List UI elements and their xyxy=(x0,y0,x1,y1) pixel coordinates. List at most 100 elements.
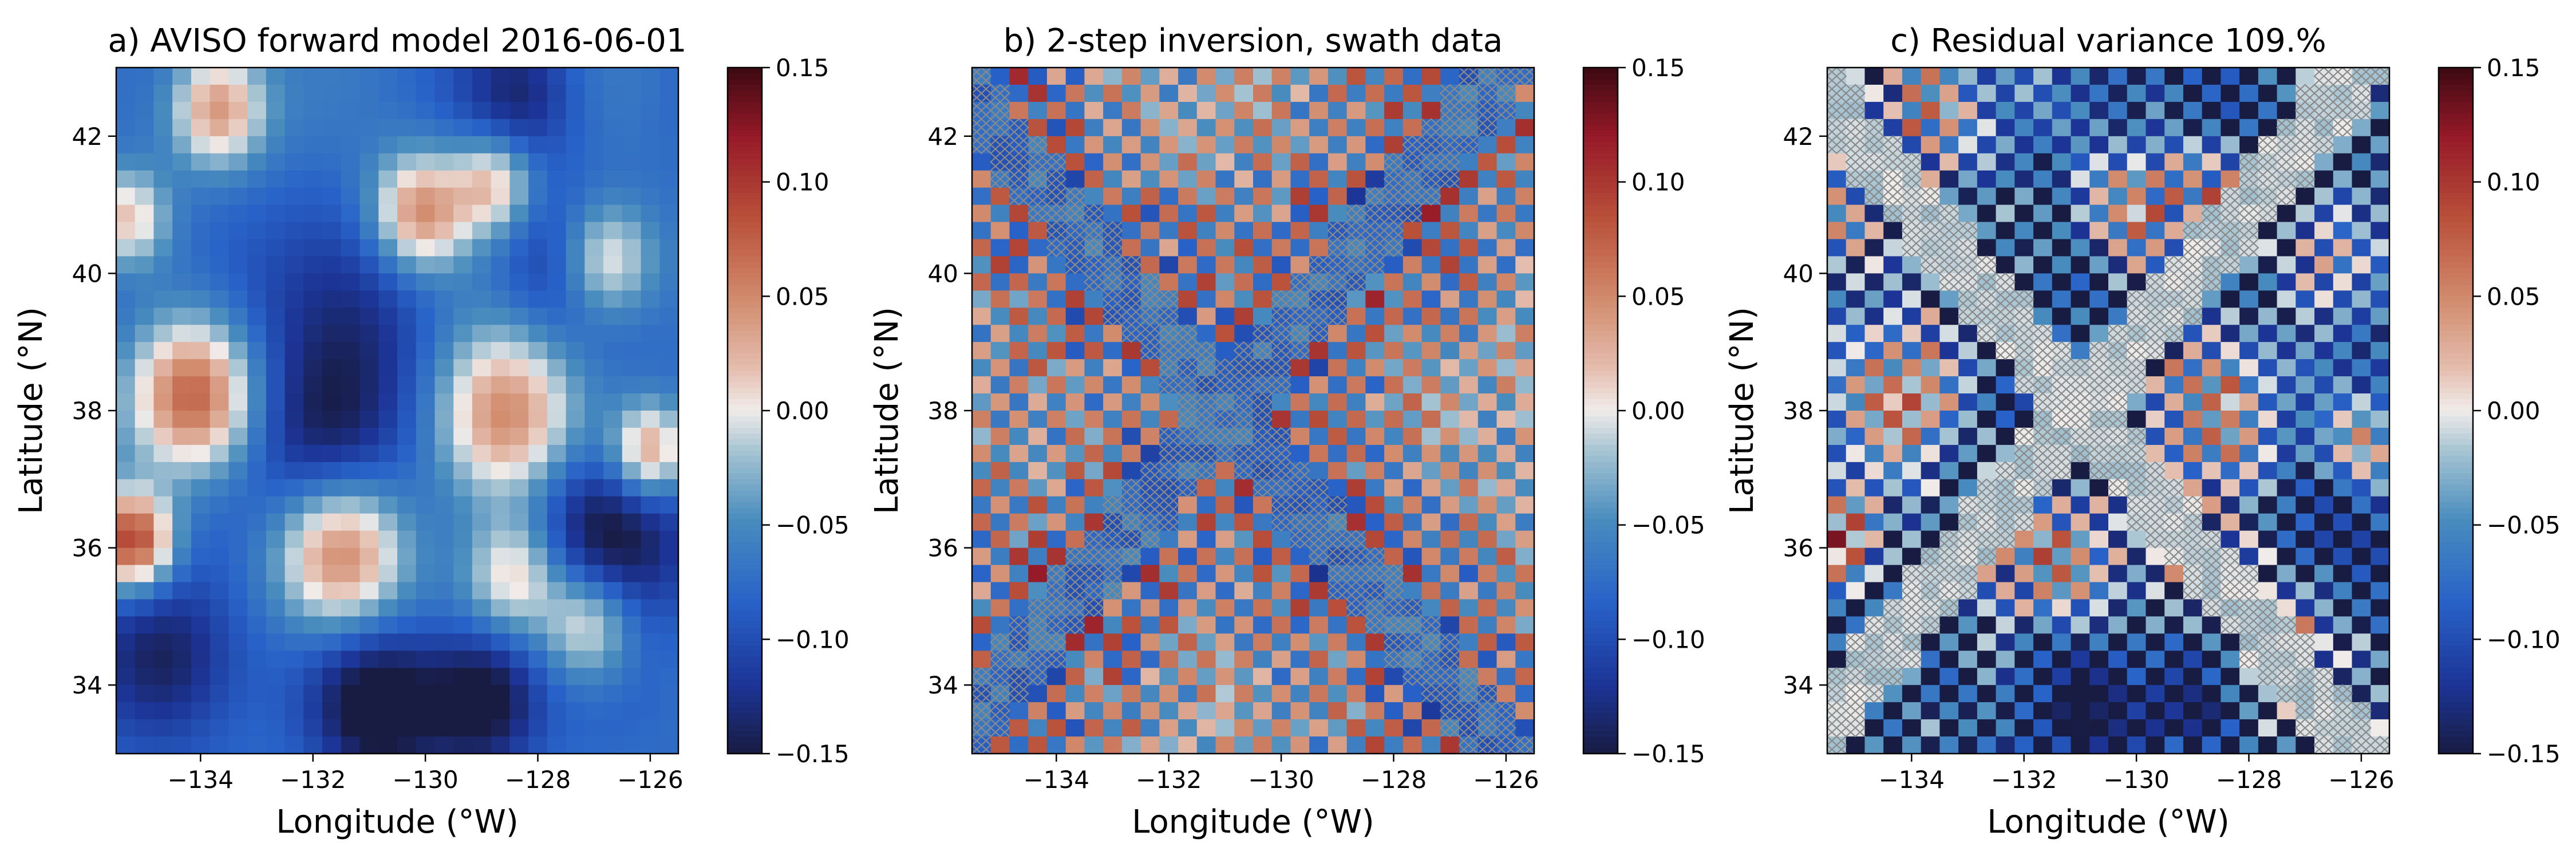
heatmap-cell xyxy=(359,668,379,685)
colorbar-tick-label: 0.00 xyxy=(2487,397,2541,425)
heatmap-cell xyxy=(566,359,585,377)
heatmap-cell xyxy=(303,427,323,446)
heatmap-cell xyxy=(1028,427,1048,446)
heatmap-cell xyxy=(1084,411,1104,428)
heatmap-cell xyxy=(2164,187,2184,206)
heatmap-cell xyxy=(1290,411,1310,428)
heatmap-cell xyxy=(266,239,286,257)
heatmap-cell xyxy=(1846,582,1866,600)
heatmap-cell xyxy=(472,204,492,223)
heatmap-cell xyxy=(285,119,304,137)
heatmap-cell xyxy=(2052,273,2072,291)
colorbar-segment xyxy=(728,444,762,451)
heatmap-cell xyxy=(397,565,417,583)
colorbar-segment xyxy=(1583,433,1618,440)
colorbar-segment xyxy=(1583,124,1618,131)
heatmap-cell xyxy=(1009,582,1029,600)
heatmap-cell xyxy=(2014,736,2034,754)
colorbar-tick-label: 0.10 xyxy=(776,168,829,196)
heatmap-cell xyxy=(1140,256,1160,274)
heatmap-cell xyxy=(2071,565,2090,583)
heatmap-cell xyxy=(1921,462,1940,480)
heatmap-cell xyxy=(2314,547,2334,566)
heatmap-cell xyxy=(1939,496,1959,514)
heatmap-cell xyxy=(509,187,529,206)
heatmap-cell xyxy=(378,119,398,137)
heatmap-cell xyxy=(378,599,398,617)
heatmap-cell xyxy=(1065,84,1085,103)
heatmap-cell xyxy=(1159,119,1179,137)
heatmap-cell xyxy=(659,84,678,103)
colorbar-segment xyxy=(728,507,762,514)
heatmap-cell xyxy=(1327,462,1348,480)
heatmap-cell xyxy=(1421,256,1441,274)
colorbar-segment xyxy=(1583,490,1618,497)
heatmap-cell xyxy=(1459,170,1479,188)
heatmap-cell xyxy=(1215,651,1235,668)
heatmap-cell xyxy=(2183,393,2203,411)
heatmap-cell xyxy=(1384,308,1404,325)
heatmap-cell xyxy=(2183,101,2203,120)
heatmap-cell xyxy=(1477,616,1498,634)
heatmap-cell xyxy=(341,719,361,737)
heatmap-cell xyxy=(153,187,173,206)
colorbar-segment xyxy=(1583,439,1618,446)
heatmap-cell xyxy=(584,668,604,685)
heatmap-cell xyxy=(972,599,991,617)
heatmap-cell xyxy=(1440,462,1460,480)
heatmap-cell xyxy=(1846,411,1866,428)
heatmap-cell xyxy=(416,256,436,274)
heatmap-cell xyxy=(135,68,155,85)
heatmap-cell xyxy=(434,136,454,154)
heatmap-cell xyxy=(1459,599,1479,617)
heatmap-cell xyxy=(2202,513,2221,531)
colorbar-tick-label: −0.10 xyxy=(1631,625,1705,653)
heatmap-cell xyxy=(472,651,492,668)
heatmap-cell xyxy=(2221,496,2240,514)
heatmap-cell xyxy=(659,290,678,308)
hatch-mark xyxy=(1364,255,1385,274)
heatmap-cell xyxy=(2202,84,2221,103)
heatmap-cell xyxy=(1958,444,1978,463)
heatmap-cell xyxy=(2014,685,2034,703)
heatmap-cell xyxy=(341,479,361,497)
heatmap-cell xyxy=(1440,273,1460,291)
heatmap-cell xyxy=(491,565,510,583)
heatmap-cell xyxy=(1009,222,1029,240)
heatmap-cell xyxy=(1477,565,1498,583)
heatmap-cell xyxy=(566,308,585,325)
colorbar-segment xyxy=(728,530,762,537)
hatch-mark xyxy=(1402,667,1423,686)
heatmap-cell xyxy=(191,565,211,583)
heatmap-cell xyxy=(547,256,567,274)
colorbar-segment xyxy=(1583,628,1618,635)
heatmap-cells-2 xyxy=(1827,68,2389,754)
colorbar-tick-label: 0.15 xyxy=(1631,54,1685,82)
heatmap-cell xyxy=(1421,342,1441,360)
heatmap-cell xyxy=(1883,256,1903,274)
heatmap-cell xyxy=(2277,308,2296,325)
heatmap-cell xyxy=(1864,290,1884,308)
heatmap-cell xyxy=(453,616,473,634)
heatmap-cell xyxy=(2333,479,2353,497)
heatmap-cell xyxy=(1290,565,1310,583)
heatmap-cell xyxy=(1253,719,1273,737)
colorbar-segment xyxy=(1583,513,1618,520)
heatmap-cell xyxy=(1327,119,1348,137)
hatch-mark xyxy=(2069,444,2091,463)
heatmap-cell xyxy=(2352,359,2371,377)
heatmap-cell xyxy=(622,359,642,377)
heatmap-cell xyxy=(641,736,660,754)
heatmap-cell xyxy=(2052,479,2072,497)
heatmap-cell xyxy=(1365,530,1385,549)
heatmap-cell xyxy=(116,668,136,685)
heatmap-cell xyxy=(1309,136,1329,154)
heatmap-cell xyxy=(2239,496,2259,514)
heatmap-cell xyxy=(2089,496,2109,514)
heatmap-cell xyxy=(2089,513,2109,531)
heatmap-cell xyxy=(2314,222,2334,240)
heatmap-cell xyxy=(416,668,436,685)
colorbar-segment xyxy=(1583,696,1618,703)
heatmap-cell xyxy=(2183,204,2203,223)
